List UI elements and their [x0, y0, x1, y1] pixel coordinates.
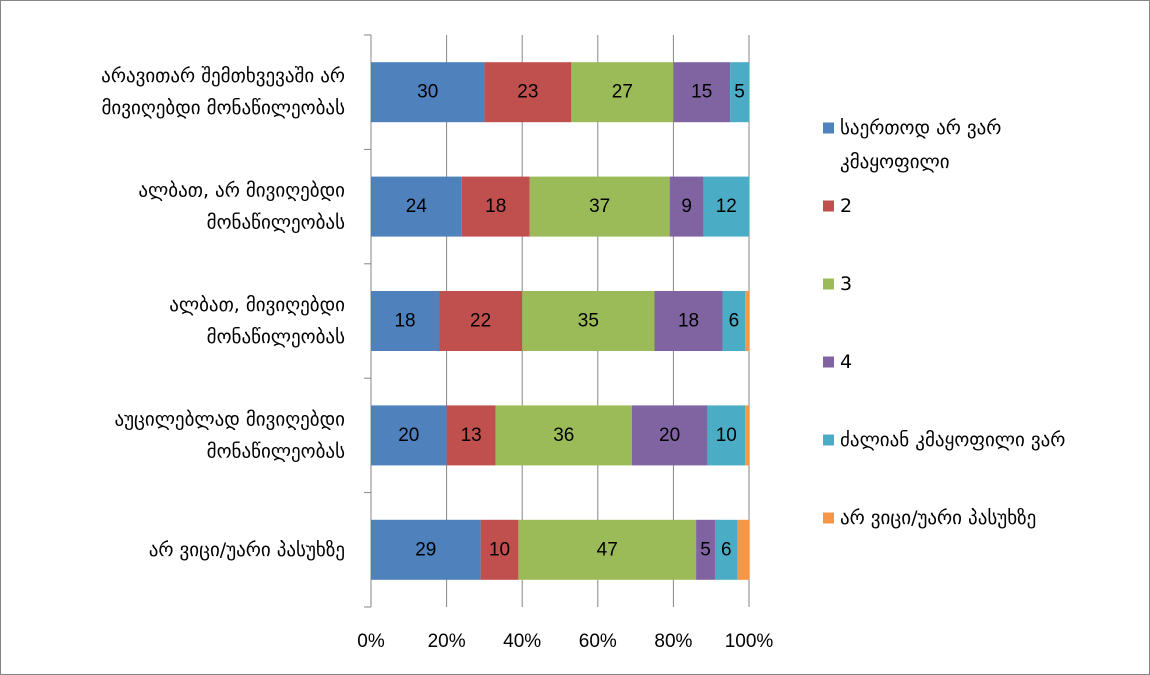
bar-segment — [722, 291, 746, 351]
bar-segment — [571, 62, 674, 123]
bar-value-label: 47 — [597, 539, 618, 560]
category-label: ალბათ, მივიღებდი მონაწილეობას — [169, 294, 345, 348]
bar-value-label: 24 — [406, 196, 428, 217]
x-tick-label: 40% — [503, 631, 541, 652]
bar-value-label: 6 — [729, 311, 740, 332]
x-tick-label: 20% — [428, 631, 466, 652]
bar-value-label: 9 — [681, 196, 692, 217]
bar-segment — [371, 62, 485, 123]
bar-value-label: 5 — [734, 82, 745, 103]
bar-value-label: 20 — [398, 425, 419, 446]
category-label: ალბათ, არ მივიღებდი მონაწილეობას — [138, 180, 345, 234]
bar-value-label: 35 — [578, 311, 599, 332]
bar-segment — [745, 291, 749, 351]
bar-segment — [480, 519, 519, 580]
bar-segment — [484, 62, 572, 123]
bar-value-label: 15 — [691, 82, 712, 103]
bar-segment — [631, 405, 708, 466]
bar-value-label: 6 — [721, 539, 732, 560]
legend-label: ძალიან კმაყოფილი ვარ — [840, 429, 1065, 451]
bar-segment — [673, 62, 731, 123]
x-tick-label: 60% — [579, 631, 617, 652]
bar-value-label: 18 — [394, 311, 415, 332]
bar-value-label: 18 — [485, 196, 506, 217]
bar-segment — [714, 519, 738, 580]
bar-segment — [669, 176, 704, 237]
legend-label: 4 — [840, 351, 852, 373]
bar-segment — [371, 176, 462, 237]
legend-label: 3 — [840, 273, 852, 295]
bar-segment — [522, 291, 655, 351]
bar-segment — [737, 519, 749, 580]
bar-segment — [518, 519, 697, 580]
bar-segment — [654, 291, 723, 351]
bar-value-label: 30 — [417, 82, 438, 103]
x-tick-label: 0% — [357, 631, 385, 652]
bar-value-label: 18 — [678, 311, 699, 332]
bar-segment — [696, 519, 715, 580]
bar-value-label: 23 — [517, 82, 538, 103]
legend-swatch — [823, 434, 834, 446]
x-tick-label: 100% — [725, 631, 774, 652]
bar-segment — [745, 405, 749, 466]
legend-swatch — [823, 356, 834, 368]
bar-segment — [461, 176, 530, 237]
bar-value-label: 10 — [716, 425, 737, 446]
legend-swatch — [823, 122, 834, 134]
bar-segment — [439, 291, 523, 351]
bar-value-label: 29 — [415, 539, 436, 560]
bar-segment — [707, 405, 746, 466]
bar-segment — [371, 519, 481, 580]
bar-segment — [730, 62, 749, 123]
bar-segment — [703, 176, 749, 237]
bar-value-label: 10 — [489, 539, 510, 560]
bar-segment — [446, 405, 496, 466]
bar-value-label: 5 — [700, 539, 711, 560]
bar-value-label: 20 — [659, 425, 680, 446]
bar-value-label: 13 — [461, 425, 482, 446]
category-label: არავითარ შემთხვევაში არ მივიღებდი მონაწილ… — [101, 65, 345, 119]
category-label: არ ვიცი/უარი პასუხზე — [149, 539, 345, 561]
legend-label: არ ვიცი/უარი პასუხზე — [840, 507, 1036, 529]
legend-swatch — [823, 278, 834, 290]
bar-value-label: 36 — [553, 425, 574, 446]
legend-swatch — [823, 200, 834, 212]
category-label: აუცილებლად მივიღებდი მონაწილეობას — [114, 408, 345, 462]
legend-label: 2 — [840, 195, 852, 217]
bar-segment — [495, 405, 632, 466]
legend-label: საერთოდ არ ვარ კმაყოფილი — [840, 117, 1001, 173]
x-tick-label: 80% — [654, 631, 692, 652]
bar-value-label: 27 — [612, 82, 633, 103]
bar-segment — [529, 176, 670, 237]
legend-swatch — [823, 512, 834, 524]
bar-value-label: 22 — [470, 311, 491, 332]
bar-value-label: 12 — [716, 196, 737, 217]
bar-segment — [371, 405, 447, 466]
bar-value-label: 37 — [589, 196, 610, 217]
bar-segment — [371, 291, 440, 351]
